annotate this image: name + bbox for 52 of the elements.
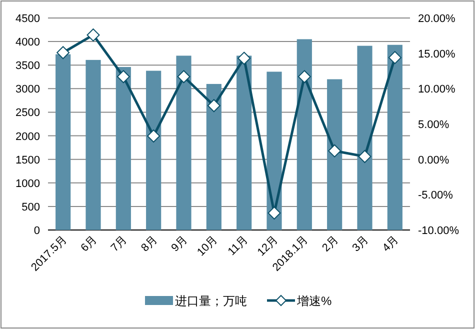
point (298, 70, 311, 84)
y-tick-label: 2000 (16, 130, 40, 143)
y2-tick-label: 15.00% (418, 48, 456, 60)
bar (146, 70, 162, 230)
point (56, 46, 70, 60)
bar (387, 44, 402, 230)
y-tick-label: 1500 (16, 154, 40, 166)
y2-tick-label: 20.00% (418, 13, 456, 25)
x-tick-label: 9月 (169, 234, 190, 254)
y2-tick-label: 5.00% (418, 119, 450, 131)
bar (86, 60, 101, 230)
y-tick-label: 3500 (16, 60, 40, 72)
y2-tick-label: 0.00% (418, 154, 450, 166)
x-tick-label: 8月 (139, 234, 160, 254)
x-tick-label: 2月 (320, 234, 341, 254)
y-tick-label: 3000 (16, 84, 40, 96)
y-tick-label: 4500 (16, 13, 40, 25)
point (147, 130, 160, 143)
bar (116, 66, 131, 230)
point (207, 99, 220, 112)
bar (266, 72, 282, 230)
bar (176, 56, 192, 230)
bar (357, 46, 372, 230)
point (388, 51, 402, 64)
bar (206, 84, 222, 230)
x-tick-label: 6月 (78, 234, 100, 254)
bar (296, 39, 312, 230)
point (116, 70, 130, 84)
x-tick-label: 7月 (108, 234, 130, 254)
x-tick-label: 3月 (350, 234, 371, 254)
y-tick-label: 0 (34, 225, 40, 237)
y-tick-label: 2500 (16, 107, 40, 120)
y2-tick-label: -5.00% (418, 190, 454, 202)
bar (327, 79, 342, 230)
point (86, 28, 100, 42)
bar (236, 56, 252, 230)
point (328, 144, 342, 158)
y2-tick-label: -10.00% (418, 225, 460, 237)
y-tick-label: 1000 (16, 178, 40, 190)
x-tick-label: 10月 (195, 234, 220, 259)
bar (56, 54, 71, 230)
point (238, 52, 251, 65)
x-tick-label: 4月 (380, 234, 402, 254)
point (268, 206, 281, 220)
y2-tick-label: 10.00% (418, 84, 456, 96)
x-tick-label: 11月 (226, 234, 250, 258)
point (177, 70, 190, 84)
legend-label: 进口量；万吨 (175, 294, 247, 308)
point (358, 150, 372, 164)
y-tick-label: 500 (22, 201, 40, 214)
legend-label: 增速% (296, 294, 332, 308)
y-tick-label: 4000 (16, 36, 40, 49)
